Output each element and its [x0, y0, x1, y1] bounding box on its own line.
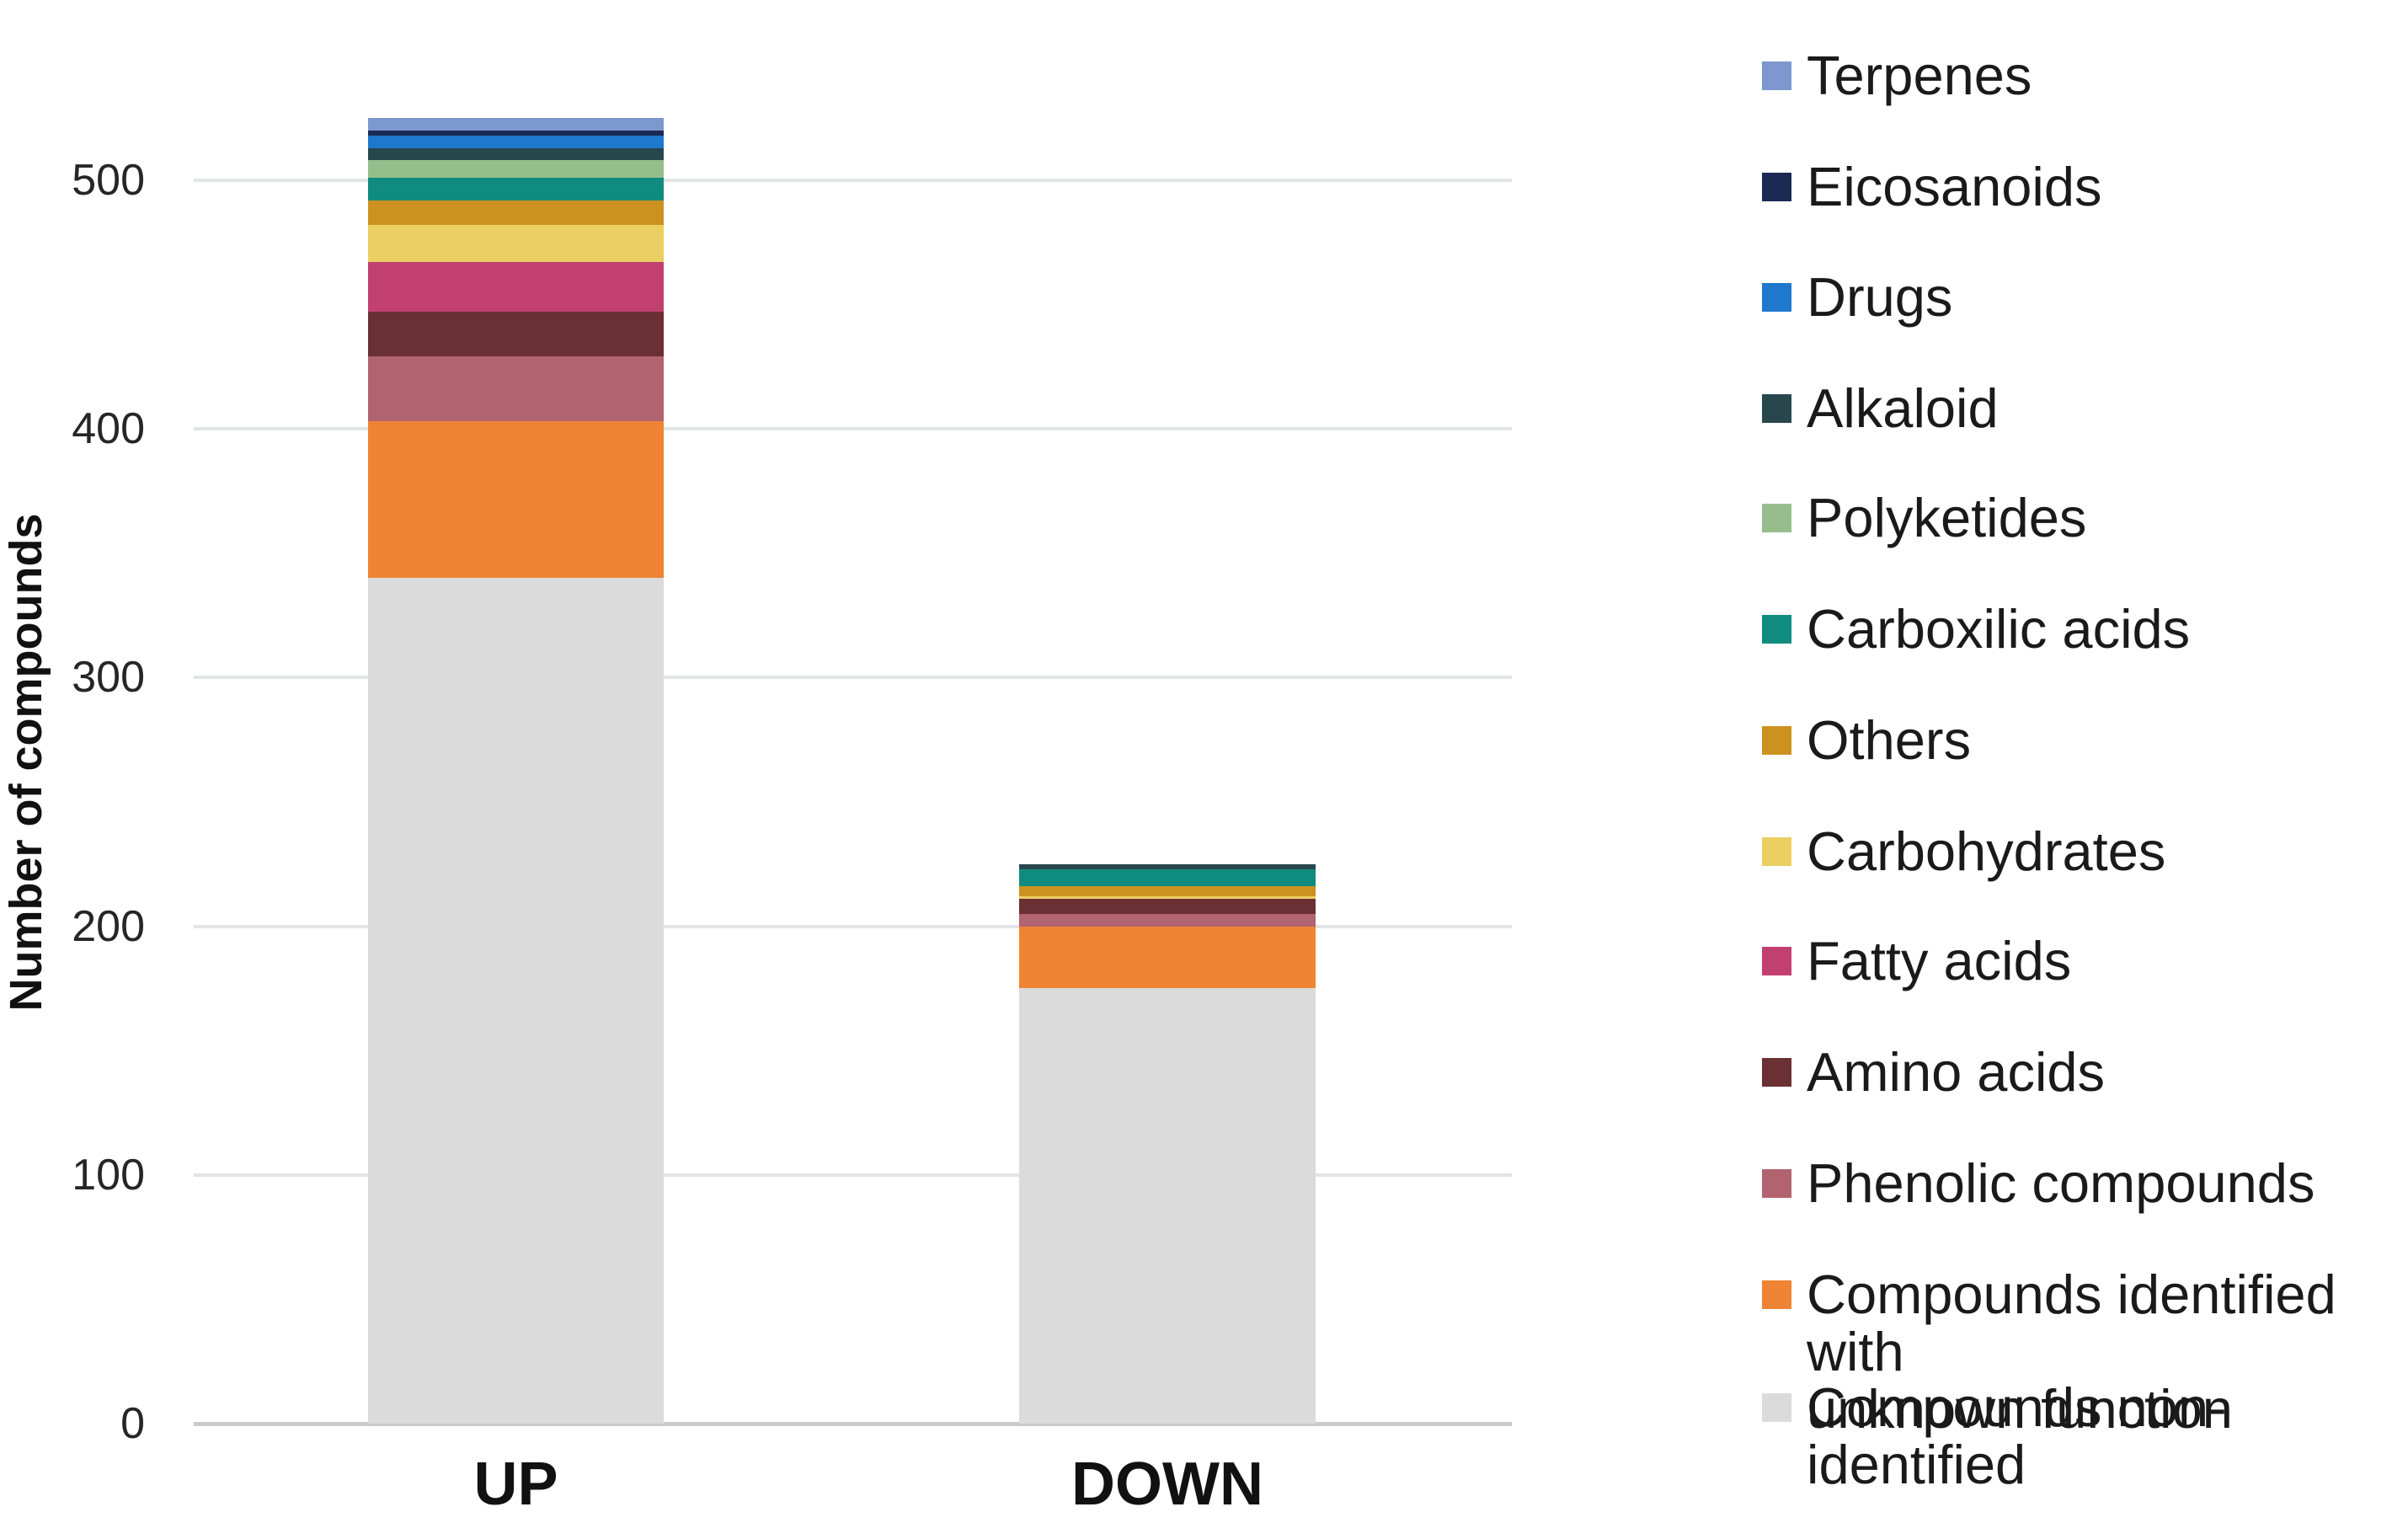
legend-swatch-drugs: [1762, 283, 1791, 312]
bar-segment-down-compounds-non-identified: [1019, 988, 1316, 1424]
gridline-200: [194, 924, 1512, 928]
bar-segment-up-polyketides: [368, 160, 664, 178]
bar-segment-up-drugs: [368, 135, 664, 148]
legend-swatch-carbohydrates: [1762, 837, 1791, 866]
bar-segment-up-terpenes: [368, 118, 664, 131]
bar-segment-up-eicosanoids: [368, 130, 664, 136]
legend-swatch-fatty-acids: [1762, 947, 1791, 975]
legend-label-compounds-identified-with-unknown-function: Compounds identified with unknown functi…: [1807, 1264, 2336, 1440]
x-axis-baseline: [194, 1422, 1512, 1426]
legend-label-phenolic-compounds: Phenolic compounds: [1807, 1152, 2315, 1214]
legend-swatch-compounds-non-identified: [1762, 1393, 1791, 1422]
legend-swatch-phenolic-compounds: [1762, 1169, 1791, 1198]
legend-swatch-polyketides: [1762, 504, 1791, 532]
legend-label-compounds-non-identified: Compounds non-identified: [1807, 1376, 2227, 1495]
bar-segment-up-fatty-acids: [368, 262, 664, 313]
y-tick-label-400: 400: [72, 404, 145, 454]
legend-label-alkaloid: Alkaloid: [1807, 377, 1999, 439]
bar-segment-up-carboxilic-acids: [368, 177, 664, 200]
legend-swatch-alkaloid: [1762, 394, 1791, 423]
legend-label-fatty-acids: Fatty acids: [1807, 930, 2072, 991]
legend-label-drugs: Drugs: [1807, 266, 1953, 328]
category-label-down: DOWN: [1071, 1451, 1263, 1518]
y-tick-label-0: 0: [120, 1399, 145, 1448]
legend-label-carboxilic-acids: Carboxilic acids: [1807, 598, 2191, 660]
legend-swatch-others: [1762, 726, 1791, 755]
gridline-500: [194, 179, 1512, 182]
legend-swatch-amino-acids: [1762, 1058, 1791, 1087]
gridline-400: [194, 427, 1512, 431]
bar-segment-down-others: [1019, 886, 1316, 897]
category-label-up: UP: [473, 1451, 558, 1518]
y-tick-label-500: 500: [72, 156, 145, 205]
y-tick-label-100: 100: [72, 1150, 145, 1200]
bar-segment-up-alkaloid: [368, 147, 664, 161]
legend-swatch-eicosanoids: [1762, 173, 1791, 201]
legend-label-amino-acids: Amino acids: [1807, 1041, 2106, 1103]
legend-swatch-carboxilic-acids: [1762, 615, 1791, 644]
y-tick-label-300: 300: [72, 653, 145, 703]
legend-label-carbohydrates: Carbohydrates: [1807, 820, 2166, 882]
legend-label-terpenes: Terpenes: [1807, 45, 2032, 106]
bar-segment-up-compounds-non-identified: [368, 578, 664, 1424]
bar-segment-down-carbohydrates: [1019, 896, 1316, 900]
bar-segment-up-amino-acids: [368, 312, 664, 357]
bar-down: [1019, 863, 1316, 1424]
bar-segment-up-phenolic-compounds: [368, 356, 664, 422]
gridline-100: [194, 1173, 1512, 1177]
legend-swatch-terpenes: [1762, 61, 1791, 90]
legend-swatch-compounds-identified-with-unknown-function: [1762, 1280, 1791, 1309]
bar-up: [368, 118, 664, 1424]
legend-label-others: Others: [1807, 709, 1972, 771]
legend-label-polyketides: Polyketides: [1807, 487, 2087, 548]
bar-segment-down-phenolic-compounds: [1019, 913, 1316, 927]
y-tick-label-200: 200: [72, 901, 145, 951]
bar-segment-down-amino-acids: [1019, 899, 1316, 914]
bar-segment-down-carboxilic-acids: [1019, 868, 1316, 887]
y-axis-title: Number of compounds: [1, 513, 51, 1012]
legend-label-eicosanoids: Eicosanoids: [1807, 156, 2102, 217]
gridline-300: [194, 676, 1512, 680]
bar-segment-down-alkaloid: [1019, 863, 1316, 869]
bar-segment-up-compounds-identified-with-unknown-function: [368, 421, 664, 579]
bar-segment-up-others: [368, 200, 664, 226]
bar-segment-down-compounds-identified-with-unknown-function: [1019, 926, 1316, 989]
bar-segment-up-carbohydrates: [368, 225, 664, 263]
